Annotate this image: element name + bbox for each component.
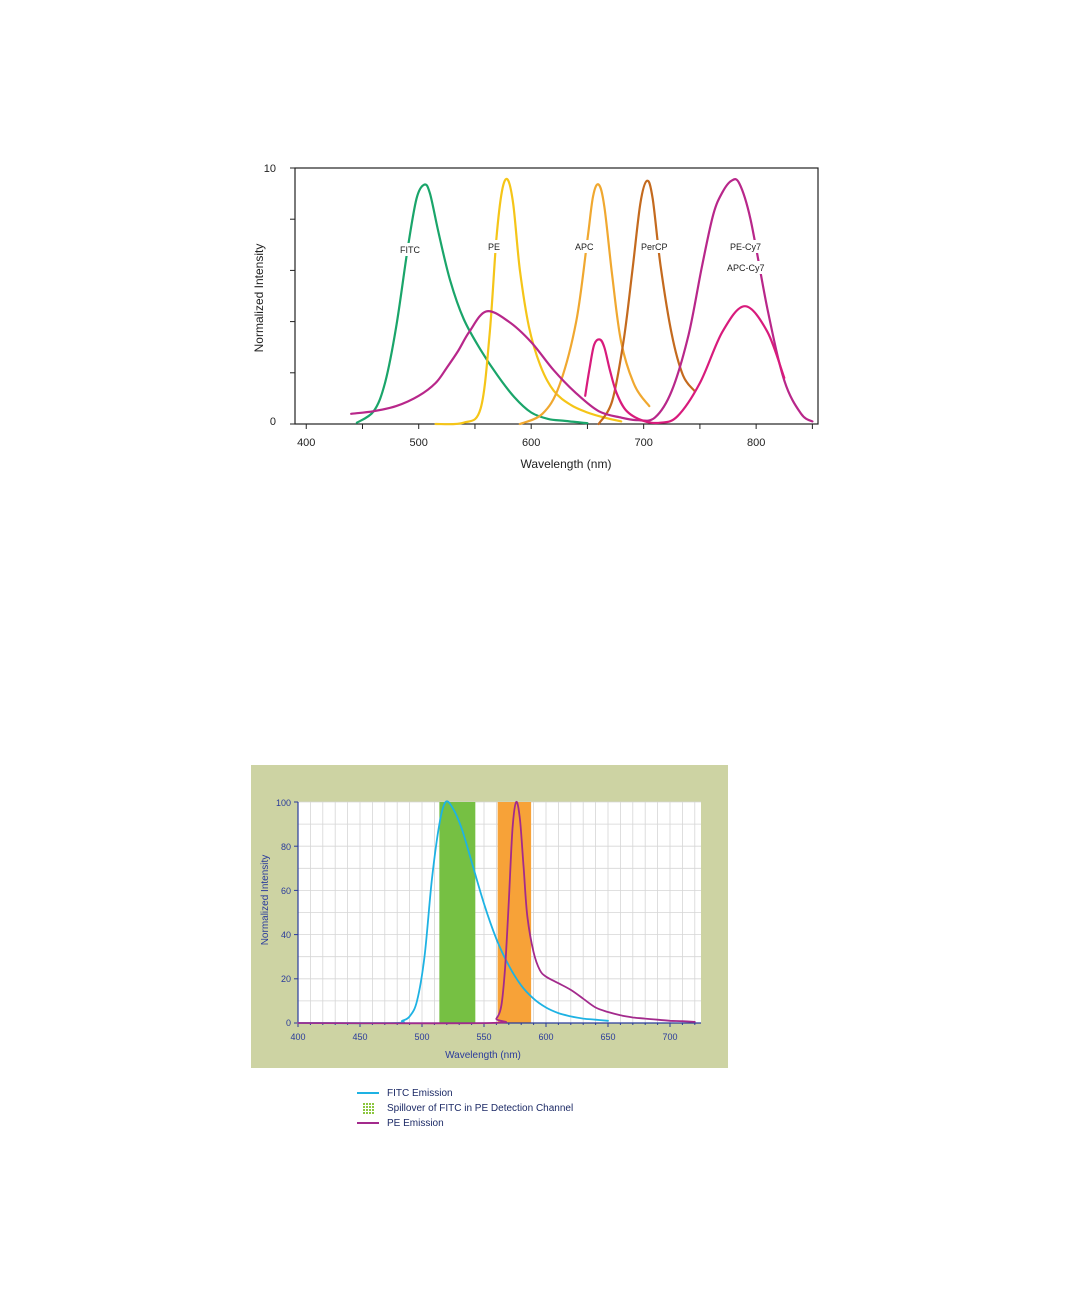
series-line-apc [518,183,651,426]
pe-curve-label: PE [488,242,500,252]
series-group-1 [350,177,814,426]
pe-label-bg [485,240,505,253]
y-axis-title-2: Normalized Intensity [260,855,271,946]
series-group-2 [297,800,696,1025]
x-tick-label-500: 500 [414,1032,429,1042]
fitc-curve-label: FITC [400,245,420,255]
legend-label-fitc: FITC Emission [387,1088,453,1099]
legend-label-spillover: Spillover of FITC in PE Detection Channe… [387,1103,574,1114]
x-tick-label-500: 500 [410,437,428,449]
grid-lines-2 [298,801,701,1023]
series-line-fitc [355,183,589,425]
series-line-apc-cy7 [584,305,786,425]
y-tick-label-20: 20 [281,974,291,984]
pecy7-curve-label: PE-Cy7 [730,242,761,252]
y-tick-label-100: 100 [276,798,291,808]
legend-item-fitc: FITC Emission [355,1086,573,1101]
x-tick-label-800: 800 [747,437,765,449]
x-axis-title-2: Wavelength (nm) [445,1050,521,1061]
x-tick-label-600: 600 [522,437,540,449]
chart-panel-background [251,765,728,1068]
chart-legend: FITC Emission Spillover of FITC in PE De… [355,1086,573,1131]
fitc-label-bg [397,243,427,256]
curve-labels-1: FITC PE APC PerCP PE-Cy7 APC-Cy7 [397,240,770,274]
legend-swatch-pe [355,1116,381,1131]
x-tick-label-400: 400 [290,1032,305,1042]
legend-label-pe: PE Emission [387,1118,444,1129]
x-tick-label-650: 650 [600,1032,615,1042]
legend-item-pe: PE Emission [355,1116,573,1131]
x-axis-ticks-1: 400 500 600 700 800 [297,424,813,449]
plot-area-1 [294,167,819,425]
x-axis-title-1: Wavelength (nm) [521,457,612,471]
detection-bands [439,802,532,1023]
plot-area-2 [298,802,701,1023]
y-tick-label-10: 10 [264,163,276,175]
x-tick-labels-2: 400 450 500 550 600 650 700 [290,1032,677,1042]
apccy7-label-bg [724,261,770,274]
y-axis-title-1: Normalized Intensity [252,244,266,353]
series-line-percp [597,179,696,426]
y-tick-label-80: 80 [281,842,291,852]
x-tick-label-700: 700 [662,1032,677,1042]
x-tick-label-600: 600 [538,1032,553,1042]
x-tick-label-450: 450 [352,1032,367,1042]
y-tick-labels-2: 0 20 40 60 80 100 [276,798,291,1028]
series-line-fitc-emission [297,800,609,1025]
legend-swatch-spillover [355,1101,381,1116]
series-line-pe [434,177,623,426]
series-line-pe-emission [297,800,696,1025]
x-tick-label-700: 700 [634,437,652,449]
spectra-chart-1: 400 500 600 700 800 0 10 Wavelength (nm) Nor… [252,163,819,471]
series-line-pe-cy7 [350,178,814,423]
y-tick-label-0: 0 [286,1018,291,1028]
detection-band-1 [439,802,476,1023]
percp-label-bg [638,240,672,253]
detection-band-2 [497,802,532,1023]
x-tick-label-400: 400 [297,437,315,449]
axes-2 [294,801,701,1027]
legend-swatch-fitc [355,1086,381,1101]
apccy7-curve-label: APC-Cy7 [727,263,765,273]
pecy7-label-bg [727,240,767,253]
y-tick-label-60: 60 [281,886,291,896]
y-axis-ticks-1 [290,167,295,425]
legend-item-spillover: Spillover of FITC in PE Detection Channe… [355,1101,573,1116]
x-tick-label-550: 550 [476,1032,491,1042]
apc-curve-label: APC [575,242,594,252]
percp-curve-label: PerCP [641,242,668,252]
apc-label-bg [572,240,599,253]
y-tick-label-0: 0 [270,416,276,428]
y-tick-label-40: 40 [281,930,291,940]
